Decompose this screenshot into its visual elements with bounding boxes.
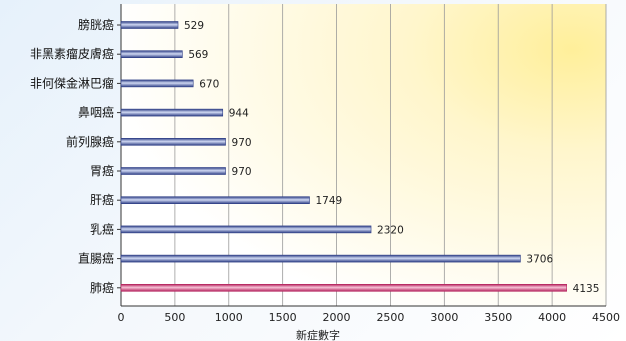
x-tick-label: 3000: [430, 311, 458, 324]
category-label: 膀胱癌: [78, 17, 114, 32]
bar-2: [120, 50, 183, 59]
value-label: 970: [232, 137, 252, 149]
x-tick-label: 1000: [215, 311, 243, 324]
category-label: 直腸癌: [78, 251, 114, 266]
x-tick-label: 3500: [484, 311, 512, 324]
bar-1: [120, 21, 179, 29]
category-label: 非黑素瘤皮膚癌: [30, 46, 114, 61]
value-label: 4135: [573, 283, 600, 295]
x-tick-label: 0: [118, 311, 125, 324]
value-label: 1749: [316, 195, 343, 207]
value-label: 569: [188, 49, 208, 61]
category-label: 肺癌: [90, 280, 114, 295]
value-label: 970: [232, 166, 252, 178]
category-label: 肝癌: [90, 192, 114, 207]
value-label: 944: [229, 108, 249, 120]
bar-7: [120, 196, 310, 204]
category-label: 前列腺癌: [66, 134, 114, 149]
value-label: 3706: [526, 254, 553, 266]
bar-10: [120, 283, 567, 292]
category-label: 鼻咽癌: [78, 105, 114, 120]
value-label: 529: [184, 20, 204, 32]
x-tick-label: 500: [164, 311, 185, 324]
bar-5: [120, 138, 226, 146]
bar-9: [120, 254, 521, 263]
category-label: 非何傑金淋巴瘤: [30, 75, 114, 90]
category-label: 胃癌: [90, 163, 114, 178]
value-label: 2320: [377, 224, 404, 236]
bars: [120, 21, 567, 292]
labels: 0 500 1000 1500 2000 2500 3000 3500 4000 4500 膀胱癌 5…: [30, 17, 620, 324]
x-tick-label: 1500: [269, 311, 297, 324]
x-tick-label: 4000: [538, 311, 566, 324]
bar-3: [120, 79, 194, 88]
x-tick-label: 2500: [376, 311, 404, 324]
x-tick-label: 2000: [323, 311, 351, 324]
bar-8: [120, 225, 372, 234]
category-label: 乳癌: [90, 221, 114, 236]
value-label: 670: [199, 78, 219, 90]
x-axis-title: 新症數字: [296, 328, 340, 341]
bar-4: [120, 108, 224, 117]
bar-6: [120, 167, 226, 175]
x-tick-label: 4500: [592, 311, 620, 324]
